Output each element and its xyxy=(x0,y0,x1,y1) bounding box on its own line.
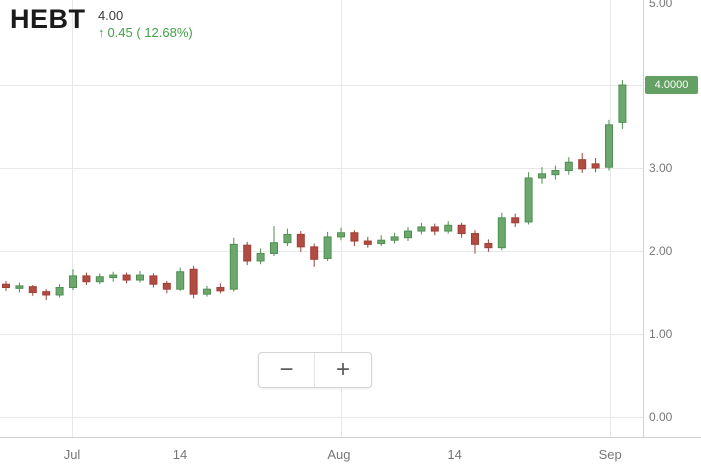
candle xyxy=(323,231,332,261)
candle xyxy=(270,226,278,256)
candle xyxy=(243,241,252,266)
candle xyxy=(430,223,439,236)
candle xyxy=(122,272,131,284)
axis-lines xyxy=(0,0,701,438)
candle xyxy=(564,157,573,175)
zoom-controls: − + xyxy=(258,352,372,388)
zoom-out-button[interactable]: − xyxy=(259,353,315,387)
candle xyxy=(2,280,10,291)
candle xyxy=(189,265,198,299)
candle xyxy=(162,280,171,294)
candle xyxy=(109,271,118,282)
candle xyxy=(216,283,225,294)
candle xyxy=(28,285,37,296)
candle xyxy=(404,226,412,242)
candle xyxy=(95,273,104,285)
time-tick-label: 14 xyxy=(173,447,187,462)
candle xyxy=(457,222,466,238)
change-value: 0.45 xyxy=(107,25,133,40)
time-tick-label: Aug xyxy=(327,447,350,462)
change-percent: ( 12.68%) xyxy=(136,25,193,40)
price-change-row: ↑ 0.45 ( 12.68%) xyxy=(98,25,193,40)
candle xyxy=(444,221,453,234)
price-tick-label: 2.00 xyxy=(649,244,673,258)
candle xyxy=(578,153,587,173)
candle xyxy=(82,272,91,286)
candle xyxy=(538,167,546,184)
time-axis-labels: Jul 14 Aug 14 Sep xyxy=(64,447,622,462)
candle xyxy=(417,222,426,235)
candles xyxy=(2,80,627,300)
candle xyxy=(471,230,479,254)
price-tick-label: 3.00 xyxy=(649,161,673,175)
candle xyxy=(229,237,238,292)
candle xyxy=(296,231,305,252)
gridlines xyxy=(0,0,643,437)
candle xyxy=(337,227,345,241)
price-tick-label: 1.00 xyxy=(649,327,673,341)
candle xyxy=(377,235,386,247)
candle xyxy=(310,243,319,267)
symbol-header: HEBT 4.00 ↑ 0.45 ( 12.68%) xyxy=(10,4,193,40)
candle xyxy=(256,248,265,265)
time-tick-label: Jul xyxy=(64,447,81,462)
candle xyxy=(390,232,399,244)
candle xyxy=(136,270,144,283)
price-axis-labels: 0.00 1.00 2.00 3.00 5.00 xyxy=(649,0,673,424)
candle xyxy=(283,228,292,247)
candle xyxy=(69,269,77,291)
candle xyxy=(176,267,185,291)
candle xyxy=(484,239,493,252)
candle xyxy=(363,236,372,248)
up-arrow-icon: ↑ xyxy=(97,25,105,40)
candle xyxy=(605,119,613,171)
candle xyxy=(511,213,520,227)
candle xyxy=(149,273,158,288)
candle xyxy=(618,80,627,129)
time-tick-label: Sep xyxy=(599,447,622,462)
candle xyxy=(350,230,359,247)
candle xyxy=(591,158,600,173)
candle xyxy=(497,212,506,251)
candle xyxy=(203,285,211,297)
zoom-in-button[interactable]: + xyxy=(315,353,371,387)
ticker-symbol: HEBT xyxy=(10,4,86,34)
candle xyxy=(55,284,64,298)
time-tick-label: 14 xyxy=(447,447,461,462)
price-tick-label: 0.00 xyxy=(649,410,673,424)
candle xyxy=(524,172,533,225)
candle xyxy=(42,289,51,300)
price-tick-label-partial: 5.00 xyxy=(649,0,673,10)
candle xyxy=(15,282,24,293)
quote-block: 4.00 ↑ 0.45 ( 12.68%) xyxy=(98,4,193,40)
last-price: 4.00 xyxy=(97,8,124,23)
candle xyxy=(551,165,560,180)
last-price-badge: 4.0000 xyxy=(645,76,698,94)
